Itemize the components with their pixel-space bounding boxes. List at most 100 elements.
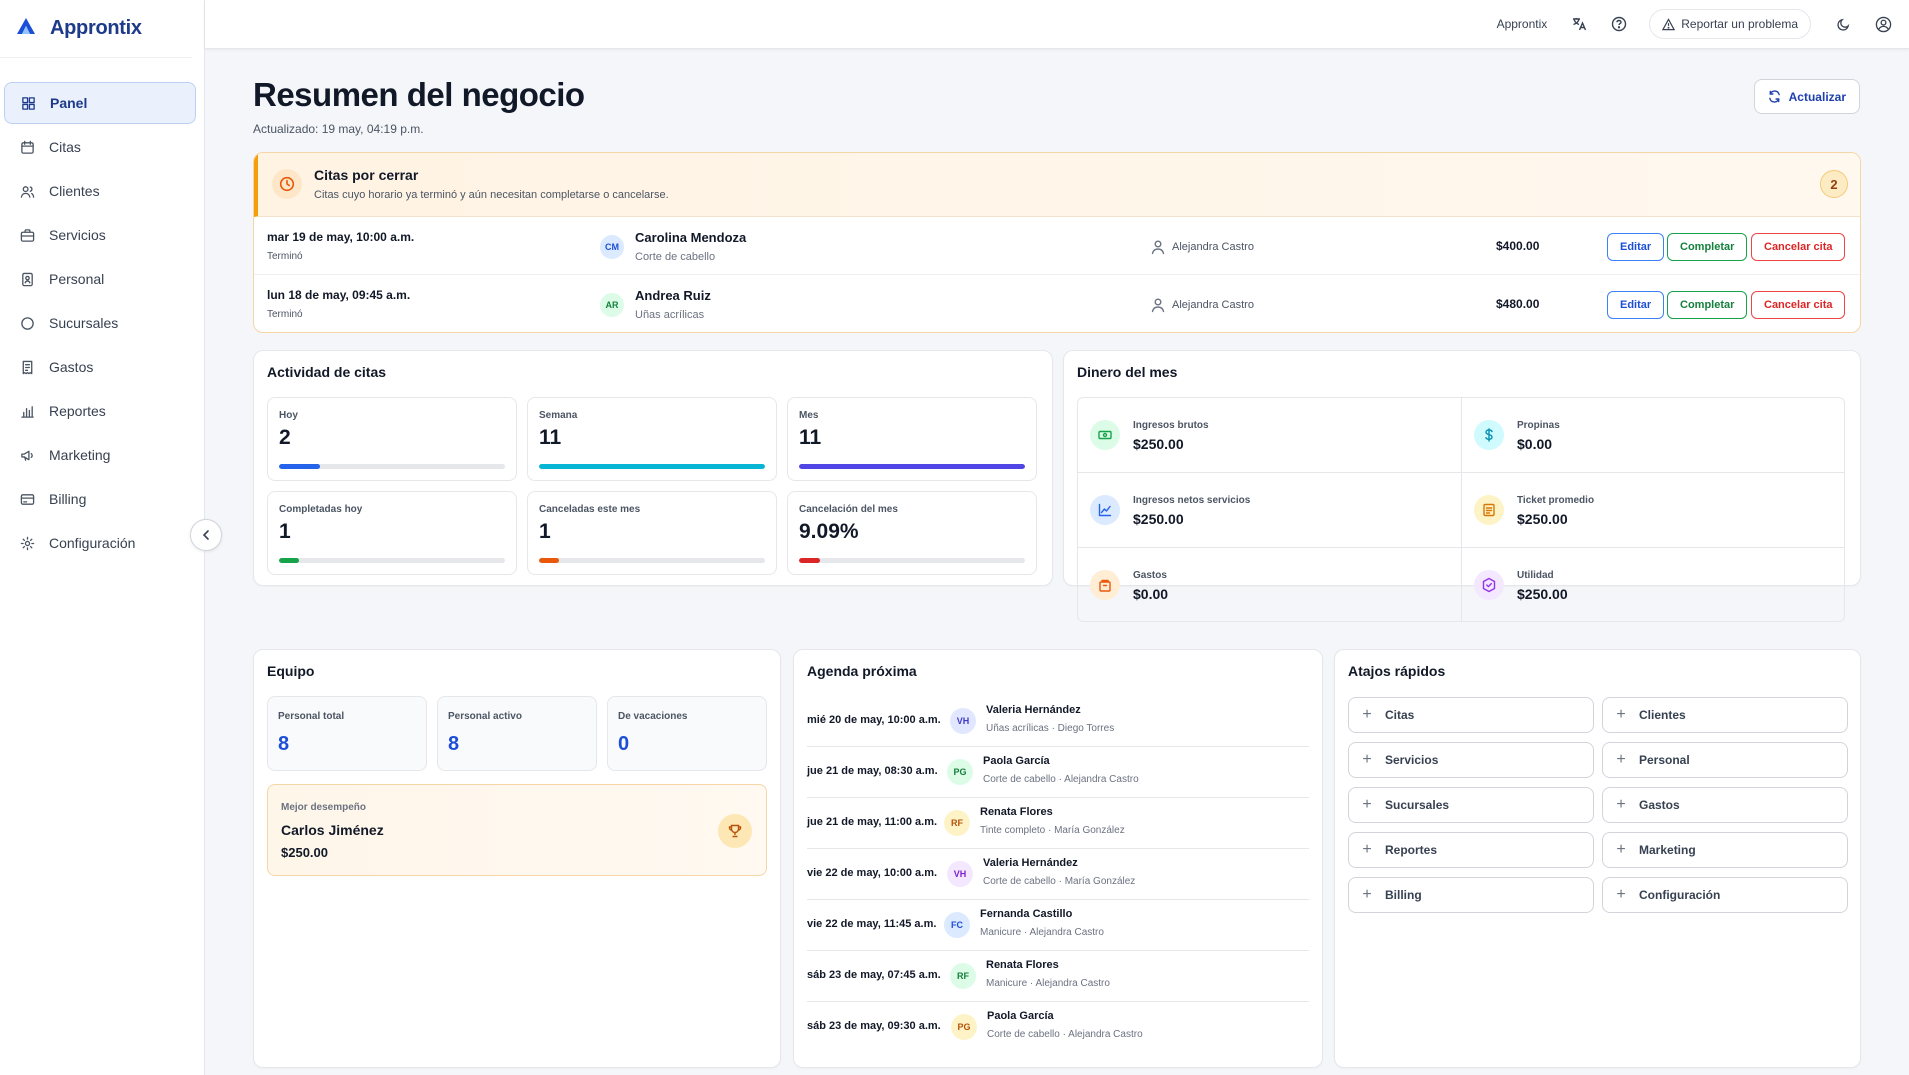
agenda-item[interactable]: jue 21 de may, 08:30 a.m. PG Paola García C… [807, 747, 1309, 798]
report-problem-button[interactable]: Reportar un problema [1649, 9, 1811, 39]
edit-button[interactable]: Editar [1607, 233, 1665, 261]
brand-name: Approntix [50, 17, 142, 39]
refresh-button[interactable]: Actualizar [1753, 79, 1860, 114]
plus-icon: + [1362, 751, 1372, 768]
sidebar-item-label: Panel [50, 95, 88, 111]
money-value: $250.00 [1133, 436, 1184, 452]
help-icon[interactable] [1609, 14, 1629, 34]
agenda-client-name: Renata Flores [980, 806, 1053, 818]
agenda-item[interactable]: sáb 23 de may, 09:30 a.m. PG Paola García C… [807, 1002, 1309, 1053]
sidebar-item-billing[interactable]: Billing [4, 478, 196, 520]
progress-fill [799, 464, 1025, 469]
shortcut-citas[interactable]: + Citas [1348, 697, 1594, 733]
progress-fill [539, 558, 560, 563]
appointment-price: $480.00 [1496, 297, 1540, 311]
cancel-appointment-button[interactable]: Cancelar cita [1751, 233, 1846, 261]
stat-value: 1 [539, 520, 551, 543]
agenda-detail: Tinte completo · María González [980, 825, 1125, 836]
progress-bar [799, 558, 1025, 563]
translate-icon[interactable] [1569, 14, 1589, 34]
sidebar-item-personal[interactable]: Personal [4, 258, 196, 300]
shortcut-billing[interactable]: + Billing [1348, 877, 1594, 913]
agenda-item[interactable]: mié 20 de may, 10:00 a.m. VH Valeria Herná… [807, 696, 1309, 747]
sidebar-item-gastos[interactable]: Gastos [4, 346, 196, 388]
sidebar-item-sucursales[interactable]: Sucursales [4, 302, 196, 344]
sidebar-item-label: Reportes [49, 403, 106, 419]
avatar: AR [600, 293, 624, 317]
shortcuts-title: Atajos rápidos [1348, 663, 1446, 679]
plus-icon: + [1616, 751, 1626, 768]
team-panel: Equipo Personal total 8 Personal activo 8 De… [253, 649, 781, 1068]
stat-label: Canceladas este mes [539, 504, 641, 515]
staff-member: Alejandra Castro [1150, 239, 1254, 255]
stat-label: Hoy [279, 410, 298, 421]
edit-button[interactable]: Editar [1607, 291, 1665, 319]
plus-icon: + [1616, 886, 1626, 903]
sidebar-item-servicios[interactable]: Servicios [4, 214, 196, 256]
shortcut-reportes[interactable]: + Reportes [1348, 832, 1594, 868]
staff-name: Alejandra Castro [1172, 299, 1254, 311]
staff-name: Alejandra Castro [1172, 241, 1254, 253]
money-grid: Ingresos brutos $250.00 Propinas $0.00 Ingre… [1077, 397, 1845, 622]
stat-card-mes: Mes 11 [787, 397, 1037, 481]
shortcut-sucursales[interactable]: + Sucursales [1348, 787, 1594, 823]
collapse-sidebar-button[interactable] [190, 519, 222, 551]
agenda-item[interactable]: sáb 23 de may, 07:45 a.m. RF Renata Flores… [807, 951, 1309, 1002]
receipt-icon [20, 360, 35, 375]
megaphone-icon [20, 448, 35, 463]
money-label: Ingresos netos servicios [1133, 495, 1251, 506]
best-performer-card: Mejor desempeño Carlos Jiménez $250.00 [267, 784, 767, 876]
team-stat-label: Personal activo [448, 711, 522, 722]
trophy-icon [718, 814, 752, 848]
service-name: Uñas acrílicas [635, 309, 705, 321]
sidebar-item-label: Citas [49, 139, 81, 155]
sidebar-item-panel[interactable]: Panel [4, 82, 196, 124]
shortcut-servicios[interactable]: + Servicios [1348, 742, 1594, 778]
shortcut-marketing[interactable]: + Marketing [1602, 832, 1848, 868]
refresh-label: Actualizar [1788, 89, 1846, 104]
money-cell-utilidad: Utilidad $250.00 [1462, 548, 1844, 621]
sidebar-item-citas[interactable]: Citas [4, 126, 196, 168]
agenda-date: vie 22 de may, 11:45 a.m. [807, 918, 937, 930]
sidebar-item-clientes[interactable]: Clientes [4, 170, 196, 212]
main-content: Resumen del negocio Actualizado: 19 may,… [205, 49, 1909, 1075]
complete-button[interactable]: Completar [1667, 233, 1748, 261]
stat-value: 11 [799, 426, 822, 449]
complete-button[interactable]: Completar [1667, 291, 1748, 319]
plus-icon: + [1362, 886, 1372, 903]
chevron-left-icon [202, 530, 209, 540]
sidebar-item-marketing[interactable]: Marketing [4, 434, 196, 476]
cancel-appointment-button[interactable]: Cancelar cita [1751, 291, 1846, 319]
alert-count-badge: 2 [1820, 170, 1848, 198]
money-cell-propinas: Propinas $0.00 [1462, 398, 1844, 473]
agenda-item[interactable]: vie 22 de may, 10:00 a.m. VH Valeria Herná… [807, 849, 1309, 900]
progress-bar [799, 464, 1025, 469]
agenda-item[interactable]: vie 22 de may, 11:45 a.m. FC Fernanda Cast… [807, 900, 1309, 951]
user-account-icon[interactable] [1873, 14, 1893, 34]
shortcut-personal[interactable]: + Personal [1602, 742, 1848, 778]
sidebar-item-configuracion[interactable]: Configuración [4, 522, 196, 564]
appointment-state: Terminó [267, 309, 303, 320]
sidebar-item-reportes[interactable]: Reportes [4, 390, 196, 432]
appointment-price: $400.00 [1496, 239, 1540, 253]
brand[interactable]: Approntix [0, 0, 192, 58]
stat-label: Completadas hoy [279, 504, 363, 515]
team-stat-label: Personal total [278, 711, 345, 722]
id-badge-icon [20, 272, 35, 287]
shortcut-gastos[interactable]: + Gastos [1602, 787, 1848, 823]
agenda-panel: Agenda próxima mié 20 de may, 10:00 a.m.… [793, 649, 1323, 1068]
stat-value: 9.09% [799, 520, 859, 543]
shortcut-configuracion[interactable]: + Configuración [1602, 877, 1848, 913]
shortcut-clientes[interactable]: + Clientes [1602, 697, 1848, 733]
alert-header: Citas por cerrar Citas cuyo horario ya t… [254, 153, 1860, 217]
briefcase-icon [20, 228, 35, 243]
trend-chart-icon [1090, 495, 1120, 525]
agenda-client-name: Paola García [987, 1010, 1054, 1022]
progress-bar [279, 464, 505, 469]
wallet-icon [1090, 570, 1120, 600]
agenda-date: mié 20 de may, 10:00 a.m. [807, 714, 941, 726]
moon-icon[interactable] [1833, 14, 1853, 34]
agenda-item[interactable]: jue 21 de may, 11:00 a.m. RF Renata Flores… [807, 798, 1309, 849]
agenda-date: sáb 23 de may, 07:45 a.m. [807, 969, 941, 981]
money-cell-gastos: Gastos $0.00 [1078, 548, 1462, 621]
